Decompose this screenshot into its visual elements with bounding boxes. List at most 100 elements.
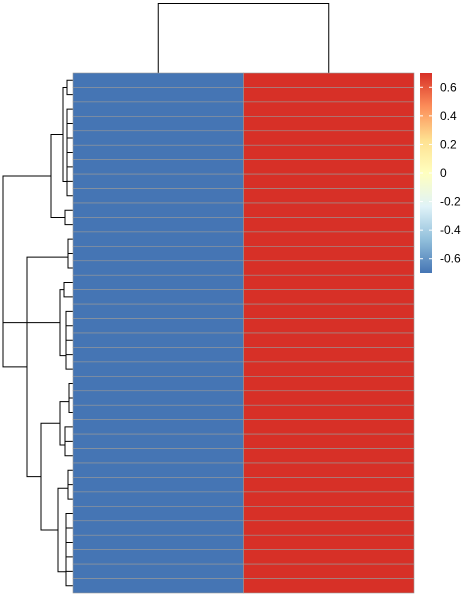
- heatmap-cell: [72, 376, 244, 392]
- heatmap-cell: [243, 491, 415, 507]
- column-dendrogram-branch: [157, 3, 330, 73]
- legend-tick-label: 0.2: [440, 137, 457, 151]
- heatmap-cell: [243, 303, 415, 319]
- row-dendrogram-branch: [67, 246, 73, 269]
- row-dendrogram-branch: [64, 434, 73, 457]
- row-dendrogram-branch: [64, 426, 73, 442]
- heatmap-cell: [72, 433, 244, 449]
- color-legend: 0.6 0.4 0.2 0 -0.2 -0.4 -0.6: [420, 73, 461, 273]
- row-dendrogram-branch: [63, 281, 73, 298]
- row-dendrogram-branch: [2, 249, 27, 368]
- heatmap-cell: [72, 289, 244, 305]
- heatmap-cell: [72, 72, 244, 88]
- heatmap-cell: [243, 260, 415, 276]
- heatmap-cell: [72, 303, 244, 319]
- row-dendrogram-branch: [67, 238, 73, 255]
- heatmap-cell: [243, 87, 415, 103]
- heatmap-cell: [243, 390, 415, 406]
- heatmap-cell: [72, 549, 244, 565]
- heatmap-cell: [243, 217, 415, 233]
- heatmap-cell: [243, 188, 415, 204]
- heatmap-cell: [72, 260, 244, 276]
- heatmap-cell: [243, 376, 415, 392]
- heatmap-cell: [72, 448, 244, 464]
- heatmap-cell: [243, 289, 415, 305]
- legend-tick-label: 0.6: [440, 80, 457, 94]
- heatmap-cell: [72, 159, 244, 175]
- row-dendrogram-branch: [68, 383, 73, 399]
- heatmap-cell: [243, 433, 415, 449]
- heatmap-cell: [243, 404, 415, 420]
- row-dendrogram-branch: [65, 520, 73, 543]
- row-dendrogram-branch: [65, 342, 73, 370]
- row-dendrogram-branch: [67, 477, 73, 500]
- legend-tick-label: -0.4: [440, 223, 461, 237]
- column-dendrogram: [157, 3, 330, 73]
- row-dendrogram-branch: [66, 167, 73, 197]
- heatmap-cell: [72, 87, 244, 103]
- heatmap-cells: [72, 72, 415, 594]
- heatmap-cell: [72, 419, 244, 435]
- heatmap-cell: [72, 462, 244, 478]
- heatmap-cell: [243, 506, 415, 522]
- row-dendrogram-branch: [65, 544, 73, 572]
- heatmap-cell: [72, 520, 244, 536]
- row-dendrogram-branch: [65, 310, 73, 327]
- heatmap-cell: [243, 477, 415, 493]
- heatmap-cell: [72, 116, 244, 132]
- row-dendrogram-branch: [66, 79, 73, 96]
- heatmap-cell: [243, 144, 415, 160]
- row-dendrogram-branch: [65, 318, 73, 341]
- heatmap-cell: [72, 130, 244, 146]
- heatmap-cell: [72, 534, 244, 550]
- legend-tick-label: 0.4: [440, 109, 457, 123]
- row-dendrogram-branch: [65, 531, 73, 558]
- heatmap-cell: [72, 231, 244, 247]
- row-dendrogram-branch: [66, 116, 73, 139]
- row-dendrogram-branch: [65, 329, 73, 356]
- heatmap-cell: [243, 332, 415, 348]
- heatmap-cell: [243, 419, 415, 435]
- heatmap-cell: [243, 549, 415, 565]
- legend-tick-label: 0: [440, 166, 447, 180]
- heatmap-cell: [72, 217, 244, 233]
- heatmap-cell: [72, 188, 244, 204]
- heatmap-cell: [243, 318, 415, 334]
- heatmap-cell: [243, 101, 415, 117]
- heatmap-cell: [243, 448, 415, 464]
- row-dendrogram-branch: [59, 289, 66, 357]
- heatmap-cell: [72, 101, 244, 117]
- legend-tick-label: -0.2: [440, 195, 461, 209]
- heatmap-cell: [243, 173, 415, 189]
- heatmap-cell: [72, 202, 244, 218]
- heatmap-cell: [243, 130, 415, 146]
- heatmap-cell: [72, 332, 244, 348]
- heatmap-cell: [243, 72, 415, 88]
- heatmap-cell: [72, 578, 244, 594]
- heatmap-cell: [243, 274, 415, 290]
- row-dendrogram-branch: [66, 139, 73, 168]
- heatmap-cell: [243, 361, 415, 377]
- heatmap-cell: [72, 246, 244, 262]
- legend-tick-label: -0.6: [440, 252, 461, 266]
- heatmap-cell: [72, 404, 244, 420]
- row-dendrogram-branch: [67, 469, 73, 486]
- row-dendrogram-branch: [68, 390, 73, 413]
- heatmap-cell: [243, 202, 415, 218]
- heatmap-cell: [72, 144, 244, 160]
- heatmap-cell: [72, 506, 244, 522]
- heatmap-cell: [243, 159, 415, 175]
- heatmap-cell: [72, 173, 244, 189]
- row-dendrogram: [2, 79, 73, 587]
- heatmap-cell: [72, 347, 244, 363]
- heatmap-cell: [72, 318, 244, 334]
- row-dendrogram-branch: [62, 86, 67, 183]
- row-dendrogram-branch: [64, 209, 73, 226]
- color-legend-bar: [420, 73, 432, 273]
- heatmap-cell: [72, 477, 244, 493]
- heatmap-cell: [243, 116, 415, 132]
- heatmap-cell: [243, 534, 415, 550]
- heatmap-cell: [72, 274, 244, 290]
- row-dendrogram-branch: [66, 127, 73, 153]
- row-dendrogram-branch: [66, 108, 73, 125]
